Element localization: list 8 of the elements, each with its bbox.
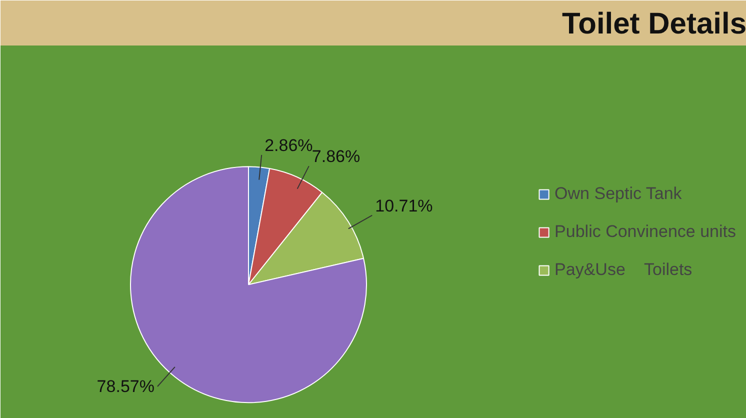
legend-label: Own Septic Tank [554,184,682,204]
data-label: 2.86% [264,136,313,155]
legend-label: Public Convinence units [554,222,736,242]
data-label: 78.57% [96,377,154,396]
data-label: 7.86% [312,147,360,166]
data-label: 10.71% [375,196,433,216]
chart-title: Toilet Details [562,8,746,40]
legend-label: Pay&Use Toilets [554,260,692,280]
